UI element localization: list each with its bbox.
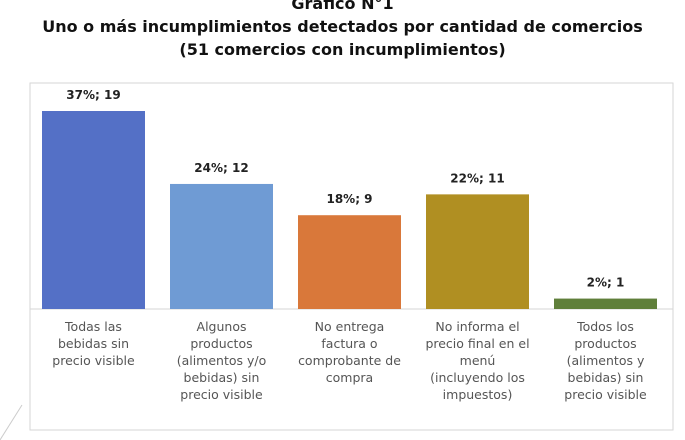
chart-title-line2: Uno o más incumplimientos detectados por… bbox=[42, 17, 643, 36]
bar bbox=[170, 183, 273, 309]
chart-title-line1: Gráfico N°1 bbox=[291, 0, 394, 13]
category-label-line: bebidas) sin bbox=[568, 370, 644, 385]
category-label: Todas las bebidas sin precio visible bbox=[52, 319, 135, 368]
chart-frame bbox=[29, 82, 674, 431]
category-label-line: precio visible bbox=[52, 353, 135, 368]
category-label-line: productos bbox=[574, 336, 636, 351]
category-label-line: Algunos bbox=[197, 319, 247, 334]
category-label: No informa el precio final en el menú (incl… bbox=[425, 319, 529, 402]
category-label-line: bebidas) sin bbox=[184, 370, 260, 385]
data-label: 22%; 11 bbox=[450, 171, 504, 185]
decorative-line bbox=[0, 404, 23, 440]
data-label: 37%; 19 bbox=[66, 88, 120, 102]
category-label-line: menú bbox=[460, 353, 496, 368]
category-label-line: precio visible bbox=[180, 387, 263, 402]
category-label-line: No entrega bbox=[315, 319, 385, 334]
category-label-line: precio visible bbox=[564, 387, 647, 402]
chart-title-line3: (51 comercios con incumplimientos) bbox=[179, 40, 506, 59]
category-label: Algunos productos (alimentos y/o bebidas) s… bbox=[177, 319, 267, 402]
category-label-line: Todos los bbox=[576, 319, 634, 334]
data-label: 24%; 12 bbox=[194, 161, 248, 175]
category-label-line: productos bbox=[190, 336, 252, 351]
category-label-line: compra bbox=[326, 370, 373, 385]
data-label: 2%; 1 bbox=[587, 276, 625, 290]
bar bbox=[554, 298, 657, 309]
bar bbox=[298, 215, 401, 309]
category-label-line: (incluyendo los bbox=[430, 370, 525, 385]
bar bbox=[426, 194, 529, 309]
category-label-line: comprobante de bbox=[298, 353, 401, 368]
category-label-line: (alimentos y/o bbox=[177, 353, 267, 368]
category-label-line: impuestos) bbox=[443, 387, 513, 402]
category-label-line: bebidas sin bbox=[58, 336, 129, 351]
category-label-line: precio final en el bbox=[425, 336, 529, 351]
category-label-line: (alimentos y bbox=[567, 353, 645, 368]
category-label: No entrega factura o comprobante de compra bbox=[298, 319, 401, 385]
category-label-line: Todas las bbox=[64, 319, 122, 334]
data-label: 18%; 9 bbox=[326, 192, 372, 206]
category-label-line: No informa el bbox=[435, 319, 519, 334]
category-label-line: factura o bbox=[321, 336, 377, 351]
bar bbox=[42, 111, 145, 309]
category-label: Todos los productos (alimentos y bebidas) s… bbox=[564, 319, 647, 402]
